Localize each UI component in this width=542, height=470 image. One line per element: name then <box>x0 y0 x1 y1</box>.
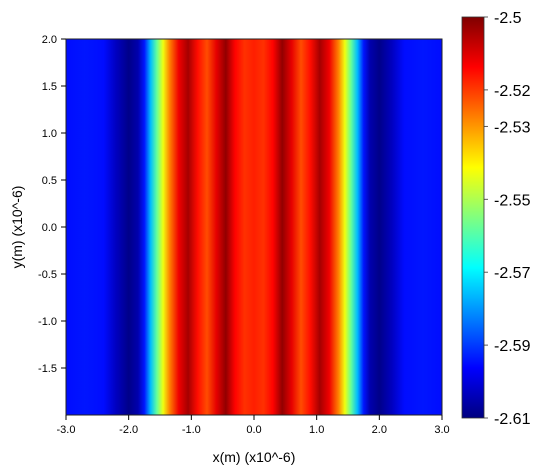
colorbar-tick-label: -2.53 <box>494 119 531 136</box>
colorbar-tick-label: -2.52 <box>494 83 531 100</box>
y-axis-title: y(m) (x10^-6) <box>9 186 25 269</box>
y-tick-label: -1.0 <box>38 316 57 328</box>
x-tick-label: -3.0 <box>57 424 76 436</box>
x-tick-label: -2.0 <box>119 424 138 436</box>
y-tick-label: -1.5 <box>38 363 57 375</box>
x-tick-label: 2.0 <box>372 424 387 436</box>
x-tick-label: 1.0 <box>309 424 324 436</box>
colorbar-frame <box>461 16 485 419</box>
x-axis: -3.0 -2.0 -1.0 0.0 1.0 2.0 3.0 <box>57 415 450 436</box>
y-tick-label: 0.5 <box>42 175 57 187</box>
y-axis: 2.0 1.5 1.0 0.5 0.0 -0.5 -1.0 -1.5 <box>38 34 66 375</box>
y-tick-label: 1.5 <box>42 81 57 93</box>
colorbar-bar <box>462 17 484 418</box>
colorbar-tick-label: -2.55 <box>494 192 531 209</box>
x-tick-label: -1.0 <box>182 424 201 436</box>
heatmap-field <box>66 39 442 415</box>
colorbar-ticks: -2.5 -2.52 -2.53 -2.55 -2.57 -2.59 -2.61 <box>484 10 531 428</box>
colorbar-tick-label: -2.5 <box>494 10 522 27</box>
x-tick-label: 3.0 <box>434 424 449 436</box>
colorbar: -2.5 -2.52 -2.53 -2.55 -2.57 -2.59 -2.61 <box>461 10 531 428</box>
y-tick-label: 1.0 <box>42 128 57 140</box>
x-tick-label: 0.0 <box>246 424 261 436</box>
y-tick-label: 0.0 <box>42 222 57 234</box>
y-tick-label: -0.5 <box>38 269 57 281</box>
y-tick-label: 2.0 <box>42 34 57 46</box>
x-axis-title: x(m) (x10^-6) <box>213 449 296 465</box>
colorbar-tick-label: -2.61 <box>494 411 531 428</box>
colorbar-tick-label: -2.57 <box>494 265 531 282</box>
colorbar-tick-label: -2.59 <box>494 338 531 355</box>
plot-area <box>65 38 443 416</box>
